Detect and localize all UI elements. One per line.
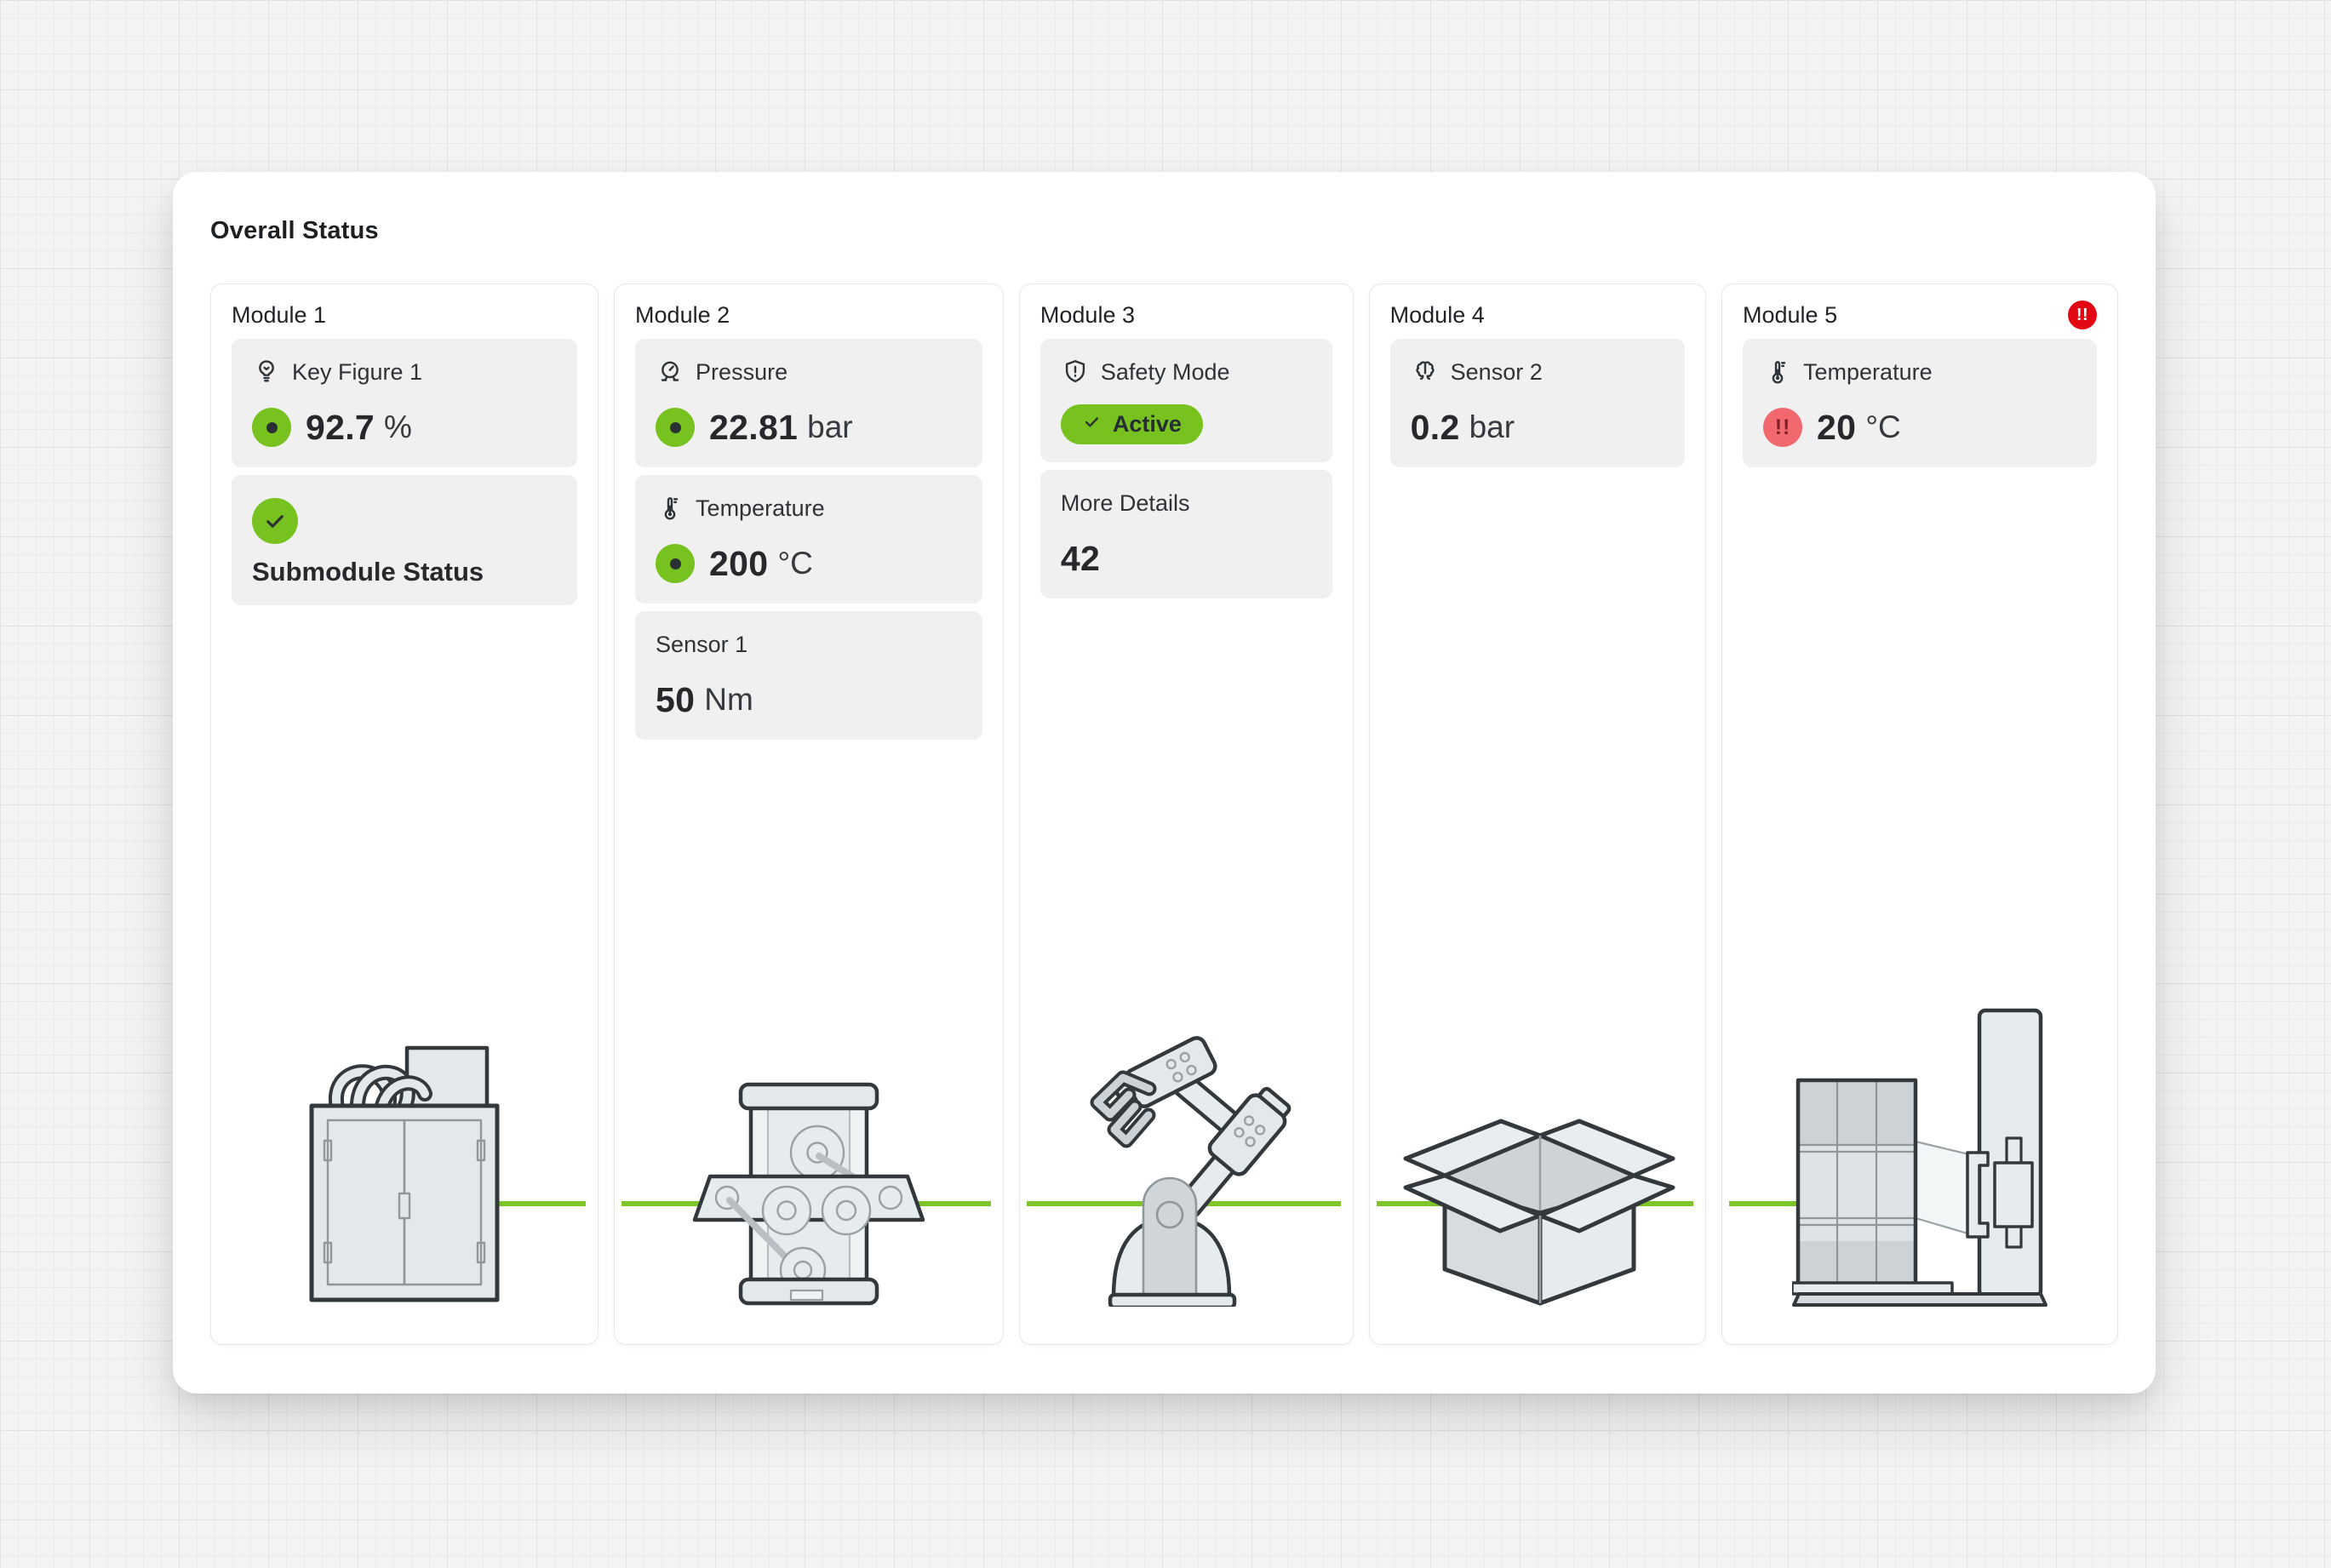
alert-badge-icon: !! — [2068, 300, 2098, 329]
module-title: Module 3 — [1040, 301, 1135, 328]
tile-label-row: Key Figure 1 — [252, 357, 557, 387]
tile-value: 50 — [656, 679, 696, 719]
tile-sensor-2: Sensor 2 0.2 bar — [1389, 339, 1686, 467]
pill-label: Active — [1112, 411, 1182, 437]
tile-unit: °C — [777, 546, 813, 581]
tile-value-row: 92.7% — [252, 405, 557, 449]
module-title: Module 2 — [635, 301, 730, 328]
alert-badge-glyph: !! — [2076, 306, 2089, 324]
tile-unit: °C — [1865, 409, 1901, 444]
check-icon — [1082, 411, 1102, 438]
tile-value-row: 50 Nm — [656, 678, 962, 722]
tile-label-row: Sensor 2 — [1411, 357, 1664, 387]
tile-value-row: 200 °C — [656, 541, 962, 586]
tile-label: Sensor 2 — [1450, 358, 1543, 385]
tile-safety-mode: Safety Mode Active — [1040, 339, 1332, 462]
status-alert-indicator: !! — [1763, 408, 1803, 447]
tile-label-row: Temperature — [1763, 357, 2076, 387]
roller-machine-illustration — [690, 1081, 928, 1307]
tile-more-details[interactable]: More Details 42 — [1040, 470, 1332, 598]
tile-list: Pressure 22.81 bar Temperature 200 °C Sensor 1… — [635, 339, 982, 740]
tile-unit: % — [384, 409, 412, 444]
module-title: Module 5 — [1743, 301, 1838, 328]
tile-key-figure-1: Key Figure 1 92.7% — [232, 339, 578, 467]
module-2-card[interactable]: Module 2 Pressure 22.81 bar Temperature 200 °C… — [614, 283, 1004, 1345]
status-ok-check-icon — [252, 498, 298, 544]
active-status-pill: Active — [1060, 404, 1203, 444]
card-header: Module 4 — [1390, 298, 1685, 332]
conveyor-line — [1729, 1201, 1800, 1206]
tile-value-row: 0.2 bar — [1411, 405, 1664, 449]
tile-label: Key Figure 1 — [292, 358, 423, 385]
brain-icon — [1411, 358, 1440, 386]
tile-value: 20 — [1817, 407, 1857, 447]
tile-list: Temperature!! 20 °C — [1743, 339, 2098, 467]
tile-label-row: Sensor 1 — [656, 629, 962, 660]
tile-label-row: Safety Mode — [1061, 357, 1312, 387]
module-title: Module 1 — [232, 301, 327, 328]
module-4-card[interactable]: Module 4 Sensor 2 0.2 bar — [1368, 283, 1707, 1345]
tile-submodule-status: Submodule Status — [232, 475, 578, 605]
tile-value: 0.2 — [1410, 407, 1460, 447]
module-5-card[interactable]: Module 5!! Temperature!! 20 °C — [1721, 283, 2119, 1345]
tile-value-row: !! 20 °C — [1763, 405, 2076, 449]
module-1-card[interactable]: Module 1 Key Figure 1 92.7% Submodule Statu… — [210, 283, 599, 1345]
page-title: Overall Status — [210, 217, 379, 244]
robot-arm-illustration — [1080, 1026, 1292, 1310]
tile-list: Safety Mode Active More Details 42 — [1040, 339, 1332, 598]
stacker-machine-illustration — [1790, 992, 2048, 1307]
tile-label: More Details — [1060, 489, 1190, 516]
tile-value: 22.81 — [709, 407, 799, 447]
tile-unit: Nm — [704, 682, 753, 717]
tile-unit: bar — [1469, 409, 1515, 444]
overall-status-panel: Overall Status Module 1 Key Figure 1 92.7%… — [173, 172, 2156, 1393]
tile-temperature: Temperature 200 °C — [635, 475, 982, 604]
tile-label-row: More Details — [1061, 488, 1312, 518]
tile-sensor-1: Sensor 1 50 Nm — [635, 611, 982, 740]
tile-label: Temperature — [1803, 358, 1933, 385]
tile-label-row: Pressure — [656, 357, 962, 387]
bulb-icon — [252, 358, 281, 386]
status-ok-dot-indicator — [656, 544, 696, 583]
tile-pressure: Pressure 22.81 bar — [635, 339, 982, 467]
module-title: Module 4 — [1389, 301, 1485, 328]
tile-label: Temperature — [696, 495, 825, 521]
tile-label: Sensor 1 — [656, 631, 748, 657]
shield-icon — [1061, 358, 1090, 386]
status-ok-dot-indicator — [252, 408, 291, 447]
status-text: Submodule Status — [252, 557, 484, 587]
alert-glyph: !! — [1774, 415, 1791, 439]
gauge-icon — [656, 358, 684, 386]
tile-label: Pressure — [696, 358, 788, 385]
tile-value-row: 22.81 bar — [656, 405, 962, 449]
thermometer-icon — [1763, 358, 1792, 386]
tile-value: 42 — [1060, 538, 1101, 578]
tile-list: Key Figure 1 92.7% Submodule Status — [232, 339, 578, 605]
tile-list: Sensor 2 0.2 bar — [1389, 339, 1686, 467]
cabinet-machine-illustration — [306, 1034, 502, 1307]
tile-value-row: 42 — [1061, 536, 1312, 581]
module-cards-row: Module 1 Key Figure 1 92.7% Submodule Statu… — [210, 283, 2119, 1345]
card-header: Module 1 — [232, 298, 577, 332]
thermometer-icon — [656, 494, 684, 523]
module-3-card[interactable]: Module 3 Safety Mode Active More Details 42 — [1018, 283, 1354, 1345]
card-header: Module 3 — [1040, 298, 1332, 332]
tile-temperature: Temperature!! 20 °C — [1743, 339, 2098, 467]
status-ok-dot-indicator — [656, 408, 696, 447]
tile-label: Safety Mode — [1100, 358, 1230, 385]
card-header: Module 5!! — [1743, 298, 2098, 332]
tile-unit: bar — [807, 409, 853, 444]
tile-label-row: Temperature — [656, 493, 962, 524]
open-box-illustration — [1397, 1094, 1678, 1307]
card-header: Module 2 — [635, 298, 982, 332]
tile-value: 200 — [709, 543, 769, 583]
tile-value: 92.7 — [306, 407, 375, 447]
